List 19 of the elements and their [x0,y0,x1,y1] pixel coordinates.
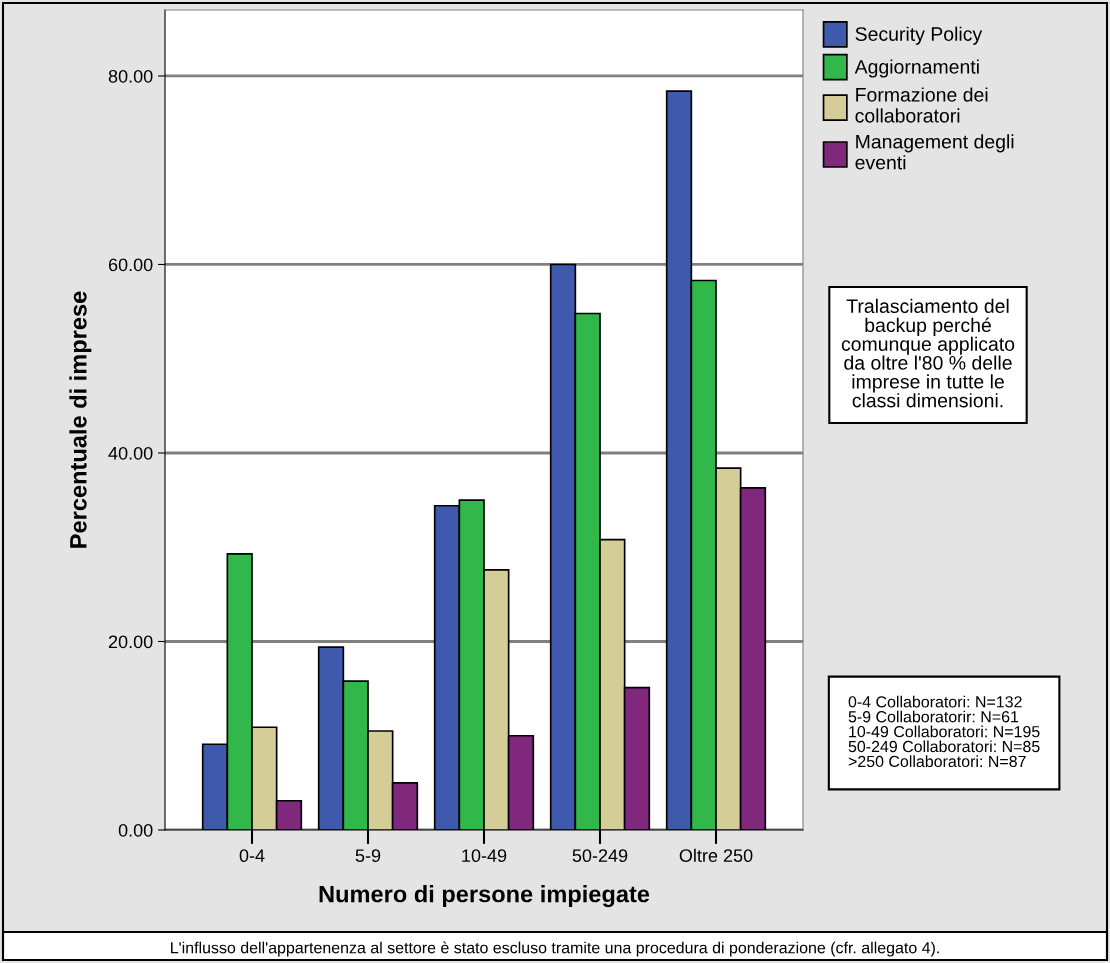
y-tick-label: 20.00 [108,635,153,649]
y-tick-label: 60.00 [108,258,153,272]
x-tick-label: 0-4 [239,849,265,863]
y-axis-title: Percentuale di imprese [69,291,92,548]
legend-label: Security Policy [855,26,983,45]
x-tick-label: 50-249 [572,849,628,863]
text: Tralasciamento del backup perché comunque applicato da oltre l'80 % delle imprese in tutte le classi dimensioni. [841,298,1015,408]
legend-label: Formazione dei collaboratori [855,87,988,123]
x-tick-label: 5-9 [355,849,381,863]
y-tick-label: 80.00 [108,69,153,83]
legend-label: Management degli eventi [855,134,1014,170]
y-tick-label: 0.00 [118,823,153,837]
x-tick-label: 10-49 [462,849,507,863]
y-tick-label: 40.00 [108,446,153,460]
x-tick-label: Oltre 250 [679,848,753,863]
text: 0-4 Collaboratori: N=132 5-9 Collaboratorir: N=61 10-49 Collaboratori: N=195 50-249 Collaboratori: N=85 >250 Collaboratori: N=87 [848,695,1040,768]
legend-label: Aggiornamenti [854,59,979,78]
x-axis-title: Numero di persone impiegate [319,885,650,908]
text: L'influsso dell'appartenenza al settore è stato escluso tramite una procedura di ponderazione (cfr. allegato 4). [171,941,939,957]
